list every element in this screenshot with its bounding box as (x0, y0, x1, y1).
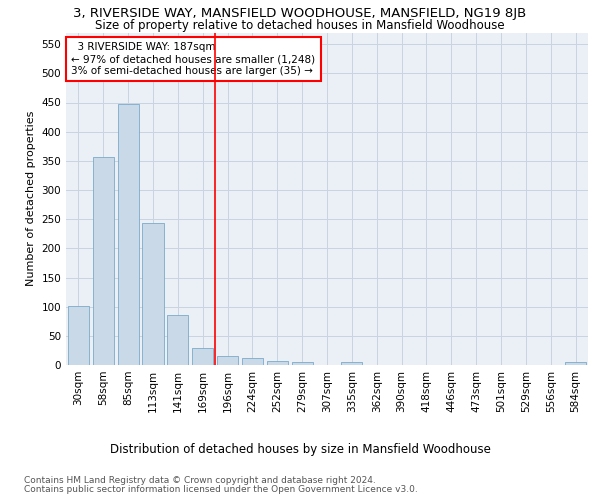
Y-axis label: Number of detached properties: Number of detached properties (26, 111, 36, 286)
Bar (68, 306, 89, 365)
Text: 3 RIVERSIDE WAY: 187sqm
← 97% of detached houses are smaller (1,248)
3% of semi-: 3 RIVERSIDE WAY: 187sqm ← 97% of detache… (71, 42, 316, 76)
Bar (167, 315, 188, 365)
Bar (565, 362, 586, 365)
Text: Size of property relative to detached houses in Mansfield Woodhouse: Size of property relative to detached ho… (95, 19, 505, 32)
Bar (118, 104, 139, 365)
Text: Distribution of detached houses by size in Mansfield Woodhouse: Distribution of detached houses by size … (110, 442, 490, 456)
Text: Contains public sector information licensed under the Open Government Licence v3: Contains public sector information licen… (24, 485, 418, 494)
Text: Contains HM Land Registry data © Crown copyright and database right 2024.: Contains HM Land Registry data © Crown c… (24, 476, 376, 485)
Bar (292, 362, 313, 365)
Bar (142, 223, 164, 365)
Bar (242, 358, 263, 365)
Bar (217, 356, 238, 365)
Bar (341, 362, 362, 365)
Bar (267, 361, 288, 365)
Text: 3, RIVERSIDE WAY, MANSFIELD WOODHOUSE, MANSFIELD, NG19 8JB: 3, RIVERSIDE WAY, MANSFIELD WOODHOUSE, M… (73, 8, 527, 20)
Bar (93, 157, 114, 365)
Bar (192, 348, 213, 365)
